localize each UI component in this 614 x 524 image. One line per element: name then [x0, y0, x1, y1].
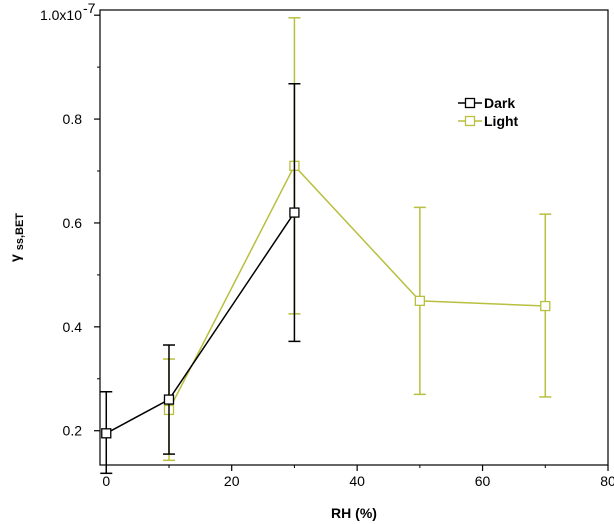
- series-line-dark: [105, 212, 296, 434]
- x-ticks: 0 20 40 60 80: [102, 465, 614, 489]
- y-tick-label: 0.6: [63, 215, 83, 231]
- legend-label-dark: Dark: [484, 95, 515, 111]
- legend-marker-light: [464, 115, 476, 127]
- series-light: [162, 17, 552, 462]
- plot-frame: [99, 9, 609, 466]
- y-tick-label: 0.2: [63, 423, 83, 439]
- data-point-light: [414, 295, 426, 307]
- legend-label-light: Light: [484, 113, 519, 129]
- y-tick-label: 0.8: [63, 111, 83, 127]
- legend: Dark Light: [458, 95, 519, 129]
- legend-marker-dark: [464, 97, 476, 109]
- data-point-light: [540, 300, 551, 312]
- y-tick-exponent: -7: [83, 0, 96, 16]
- x-tick-label: 80: [600, 473, 614, 489]
- y-axis-title: γ ss,BET: [7, 213, 26, 262]
- x-axis-title: RH (%): [331, 505, 377, 521]
- y-tick-label: 0.4: [63, 319, 83, 335]
- x-tick-label: 60: [475, 473, 491, 489]
- y-ticks: 0.2 0.4 0.6 0.8 1.0x10 -7: [40, 0, 100, 439]
- y-axis-title-symbol: γ: [7, 254, 23, 262]
- y-axis-title-subscript: ss,BET: [14, 213, 26, 251]
- series-line-light: [168, 164, 546, 411]
- x-tick-label: 0: [102, 473, 110, 489]
- data-point-dark: [163, 394, 175, 405]
- x-tick-label: 40: [349, 473, 365, 489]
- series-layer: [100, 17, 552, 475]
- data-point-dark: [101, 428, 112, 439]
- series-dark: [100, 83, 301, 475]
- data-point-dark: [289, 207, 300, 218]
- axes: [99, 9, 609, 466]
- x-tick-label: 20: [224, 473, 240, 489]
- y-tick-label: 1.0x10: [40, 7, 82, 23]
